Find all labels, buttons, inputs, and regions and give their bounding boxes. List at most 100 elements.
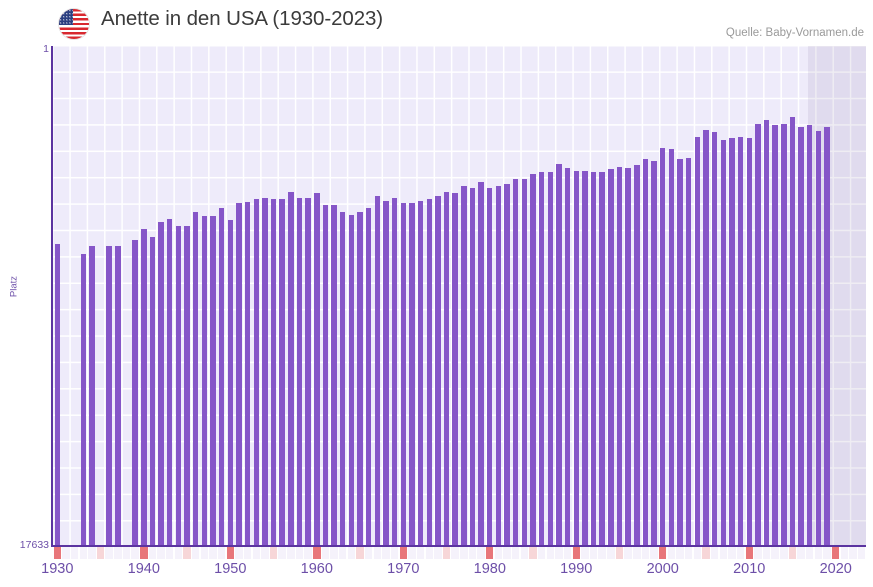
bar[interactable] [530,173,536,546]
bar[interactable] [547,172,554,546]
bar[interactable] [279,199,285,546]
bar[interactable] [495,186,502,546]
bar[interactable] [737,136,744,546]
bar[interactable] [763,119,770,546]
bar[interactable] [729,138,735,546]
bar[interactable] [400,203,406,546]
x-axis-tick-label: 2020 [819,561,852,577]
bar[interactable] [634,165,640,546]
bar[interactable] [677,159,683,546]
bar[interactable] [331,204,337,546]
bar[interactable] [141,228,147,546]
bar[interactable] [521,179,528,546]
bar[interactable] [469,187,476,546]
bar[interactable] [192,211,199,546]
x-axis-tick [105,547,113,559]
bar[interactable] [296,197,303,546]
bar[interactable] [720,139,726,546]
chart-header: Anette in den USA (1930-2023) Quelle: Ba… [0,0,873,46]
bar[interactable] [227,220,234,546]
bar[interactable] [573,170,579,546]
bar[interactable] [772,125,778,546]
bar[interactable] [755,123,761,546]
bar[interactable] [391,197,398,546]
x-axis-tick [131,547,139,559]
bar[interactable] [201,216,208,546]
bar[interactable] [417,200,424,546]
bar[interactable] [625,167,631,546]
bar[interactable] [582,170,588,546]
bar[interactable] [54,244,61,546]
x-axis-tick [494,547,503,559]
bar[interactable] [815,131,822,546]
bar[interactable] [703,129,709,546]
bar[interactable] [253,199,259,546]
bar[interactable] [651,160,657,546]
bar[interactable] [149,237,156,546]
bar[interactable] [781,123,787,546]
bar[interactable] [660,148,666,546]
bar[interactable] [115,245,121,546]
bar[interactable] [711,132,718,546]
bar[interactable] [374,196,381,546]
bar[interactable] [106,245,112,546]
bar[interactable] [218,207,225,546]
bar[interactable] [590,172,597,546]
bar[interactable] [616,166,623,546]
bar[interactable] [89,245,95,546]
x-axis-tick [840,547,849,559]
bar[interactable] [383,200,389,546]
bar[interactable] [789,116,796,546]
bar[interactable] [798,126,804,546]
bar[interactable] [538,172,545,546]
bar[interactable] [244,201,251,546]
bar[interactable] [426,199,432,546]
bar[interactable] [608,169,614,546]
bar[interactable] [435,196,441,546]
bar[interactable] [599,172,605,546]
x-axis-tick [814,547,823,559]
x-axis-tick [520,547,529,559]
bar[interactable] [210,216,216,546]
bar[interactable] [556,163,562,546]
bar[interactable] [270,199,277,546]
bar[interactable] [512,179,519,546]
bar[interactable] [288,192,294,546]
bar[interactable] [158,221,164,546]
bar[interactable] [305,197,311,546]
y-axis-tick-bottom-label: 17633 [19,539,49,551]
bar[interactable] [452,193,458,546]
bar[interactable] [167,218,173,546]
bar[interactable] [443,192,450,546]
bar[interactable] [348,214,355,546]
bar[interactable] [236,203,242,546]
bar[interactable] [175,226,182,546]
bar[interactable] [132,240,138,546]
bar[interactable] [184,226,190,546]
bar[interactable] [685,157,692,546]
x-axis-tick [425,547,433,559]
bar[interactable] [357,211,363,546]
bar[interactable] [262,197,268,546]
x-axis-tick [148,547,157,559]
x-axis-tick [728,547,736,559]
bar[interactable] [504,183,510,546]
bar[interactable] [564,167,571,546]
bar[interactable] [461,186,467,546]
bar[interactable] [365,207,372,546]
bar[interactable] [824,126,830,546]
bar[interactable] [314,193,320,546]
bar[interactable] [340,211,346,546]
bar[interactable] [80,254,86,546]
bar[interactable] [642,159,649,546]
x-axis-tick [235,547,243,559]
bar[interactable] [807,125,813,546]
bar[interactable] [694,136,701,546]
bar[interactable] [409,203,415,546]
bar[interactable] [746,138,752,546]
x-axis-labels: 1930 1940 1950 1960 1970 1980 1990 2000 2010 2020 [41,561,866,585]
bar[interactable] [322,204,329,546]
bar[interactable] [487,187,493,546]
bar[interactable] [478,182,484,546]
bar[interactable] [668,149,675,546]
